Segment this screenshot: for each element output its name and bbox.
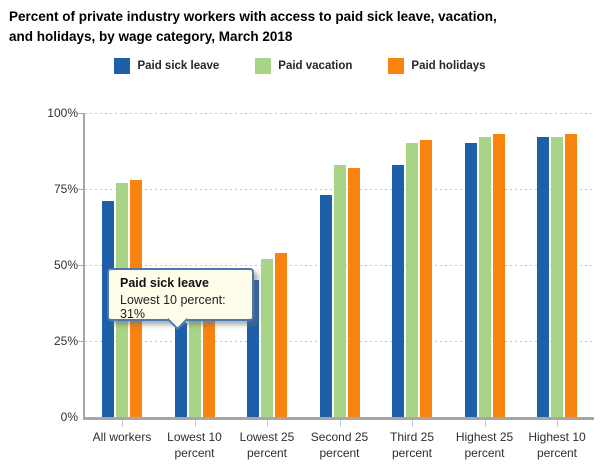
- x-axis-category-label: Lowest 10 percent: [167, 430, 222, 460]
- y-axis-tick: [78, 265, 84, 266]
- x-axis-category-label: Highest 10 percent: [528, 430, 586, 460]
- legend-item-label: Paid holidays: [411, 60, 486, 72]
- x-axis-category-label: All workers: [92, 430, 152, 444]
- y-axis-label: 75%: [53, 182, 78, 196]
- legend-item-paid-holidays[interactable]: Paid holidays: [388, 58, 486, 74]
- tooltip-value-text: Lowest 10 percent: 31%: [120, 293, 226, 321]
- x-axis-line: [83, 417, 594, 420]
- y-axis-label: 25%: [53, 334, 78, 348]
- legend-swatch-icon: [114, 58, 131, 74]
- legend-swatch-icon: [388, 58, 405, 74]
- legend-item-label: Paid vacation: [278, 60, 353, 72]
- y-axis-tick: [78, 189, 84, 190]
- bar-paid-vacation--highest-25-percent[interactable]: [478, 137, 491, 417]
- x-axis-tick: [122, 420, 123, 427]
- bar-paid-vacation--highest-10-percent[interactable]: [551, 137, 563, 417]
- bar-paid-holidays--lowest-25-percent[interactable]: [275, 252, 287, 417]
- legend-item-label: Paid sick leave: [137, 60, 220, 72]
- bar-paid-sick-leave--highest-10-percent[interactable]: [537, 137, 549, 417]
- legend-item-paid-vacation[interactable]: Paid vacation: [255, 58, 352, 74]
- chart-title: Percent of private industry workers with…: [9, 7, 593, 46]
- bar-paid-sick-leave--second-25-percent[interactable]: [319, 195, 332, 417]
- bar-paid-sick-leave--lowest-10-percent[interactable]: [174, 322, 187, 417]
- y-axis-label: 0%: [60, 410, 78, 424]
- x-axis-tick: [267, 420, 268, 427]
- bar-paid-vacation--lowest-10-percent[interactable]: [188, 295, 201, 417]
- y-axis-tick: [78, 341, 84, 342]
- bar-paid-vacation--lowest-25-percent[interactable]: [261, 258, 273, 417]
- bar-paid-vacation--second-25-percent[interactable]: [333, 164, 346, 417]
- x-axis-tick: [557, 420, 558, 427]
- hover-tooltip: Paid sick leave Lowest 10 percent: 31%: [107, 268, 254, 331]
- tooltip-series-name: Paid sick leave: [120, 276, 209, 290]
- x-axis-category-label: Second 25 percent: [310, 430, 369, 460]
- bar-paid-holidays--highest-10-percent[interactable]: [565, 134, 577, 417]
- x-axis-tick: [194, 420, 196, 427]
- y-axis-line: [83, 113, 85, 420]
- x-axis-category-label: Lowest 25 percent: [239, 430, 295, 460]
- x-axis-tick: [339, 420, 341, 427]
- x-axis-category-label: Highest 25 percent: [455, 430, 514, 460]
- bar-paid-sick-leave--highest-25-percent[interactable]: [464, 143, 477, 417]
- y-axis-label: 50%: [53, 258, 78, 272]
- gridline-100: [85, 113, 592, 114]
- x-axis-tick: [412, 420, 413, 427]
- x-axis-tick: [484, 420, 486, 427]
- y-axis-label: 100%: [47, 106, 78, 120]
- legend: Paid sick leave Paid vacation Paid holiday…: [0, 58, 600, 74]
- legend-item-paid-sick-leave[interactable]: Paid sick leave: [114, 58, 219, 74]
- legend-swatch-icon: [255, 58, 272, 74]
- bar-paid-sick-leave--third-25-percent[interactable]: [392, 164, 404, 417]
- bar-paid-holidays--third-25-percent[interactable]: [420, 140, 432, 417]
- y-axis-tick: [78, 113, 84, 114]
- bar-paid-holidays--highest-25-percent[interactable]: [492, 134, 505, 417]
- x-axis-category-label: Third 25 percent: [389, 430, 435, 460]
- bar-paid-holidays--second-25-percent[interactable]: [347, 167, 360, 417]
- chart-title-line1: Percent of private industry workers with…: [9, 9, 497, 24]
- chart-title-line2: and holidays, by wage category, March 20…: [9, 28, 293, 44]
- bar-paid-vacation--third-25-percent[interactable]: [406, 143, 418, 417]
